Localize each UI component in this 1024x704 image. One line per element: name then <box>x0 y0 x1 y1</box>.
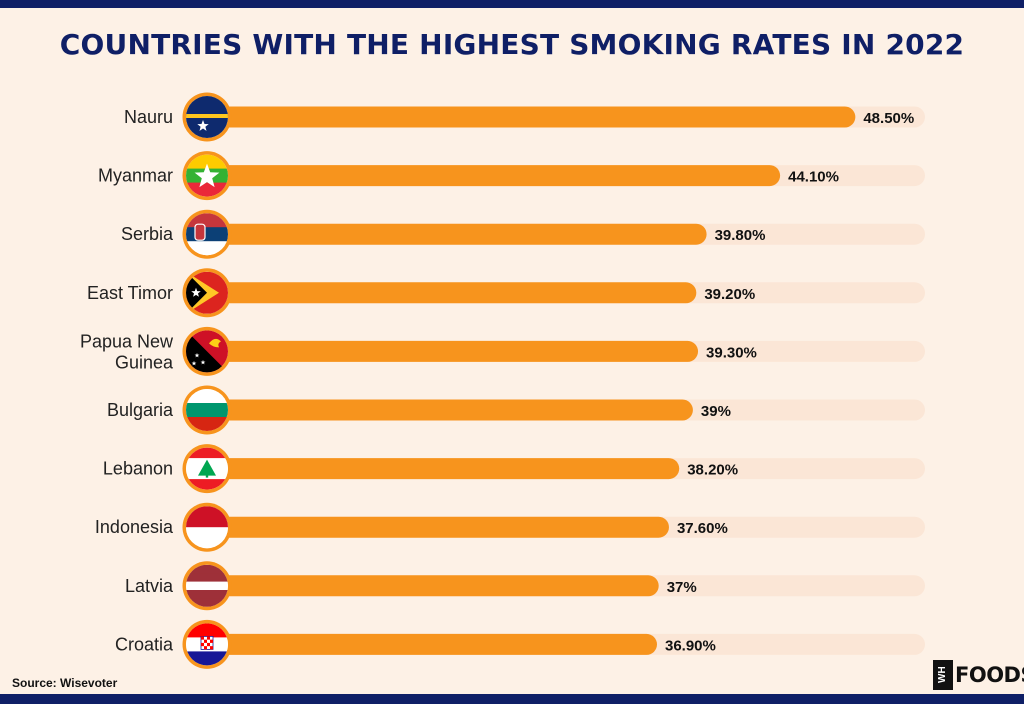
category-label: Nauru <box>124 107 173 127</box>
value-label: 39.80% <box>715 227 766 244</box>
value-label: 36.90% <box>665 637 716 654</box>
value-label: 39.20% <box>704 286 755 303</box>
source-note: Source: Wisevoter <box>12 676 118 690</box>
category-label: Latvia <box>125 576 174 596</box>
bar <box>207 282 697 304</box>
east-timor-flag-icon <box>186 271 228 314</box>
bar <box>207 399 693 421</box>
top-band <box>0 0 1024 8</box>
value-label: 44.10% <box>788 169 839 186</box>
category-label: Serbia <box>121 224 174 244</box>
category-label: Indonesia <box>95 517 174 537</box>
bottom-band <box>0 694 1024 704</box>
category-label: Croatia <box>115 634 174 654</box>
bar <box>207 106 856 128</box>
value-label: 37% <box>667 579 697 596</box>
croatia-flag-icon <box>186 623 228 666</box>
myanmar-flag-icon <box>186 154 228 197</box>
nauru-flag-icon <box>186 96 228 138</box>
lebanon-flag-icon <box>186 447 228 490</box>
papua-new-guinea-flag-icon <box>186 330 228 373</box>
bar <box>207 575 659 597</box>
bar <box>207 516 669 538</box>
category-label: Papua New Guinea <box>80 331 174 372</box>
bar <box>207 340 699 362</box>
indonesia-flag-icon <box>186 506 228 549</box>
category-label: Lebanon <box>103 459 173 479</box>
value-label: 38.20% <box>687 462 738 479</box>
chart-title: COUNTRIES WITH THE HIGHEST SMOKING RATES… <box>59 28 965 61</box>
bar <box>207 223 707 245</box>
bar <box>207 458 680 480</box>
serbia-flag-icon <box>186 213 228 256</box>
latvia-flag-icon <box>186 564 228 607</box>
logo-box: WH <box>933 660 953 690</box>
category-label: Myanmar <box>98 166 173 186</box>
bar <box>207 633 657 655</box>
value-label: 48.50% <box>863 110 914 127</box>
value-label: 39.30% <box>706 344 757 361</box>
bar <box>207 165 781 187</box>
category-label: East Timor <box>87 283 173 303</box>
value-label: 37.60% <box>677 520 728 537</box>
logo-text: FOODS <box>955 663 1024 687</box>
value-label: 39% <box>701 403 731 420</box>
brand-logo: WH FOODS <box>933 660 1024 690</box>
category-label: Bulgaria <box>107 400 174 420</box>
bulgaria-flag-icon <box>186 389 228 431</box>
